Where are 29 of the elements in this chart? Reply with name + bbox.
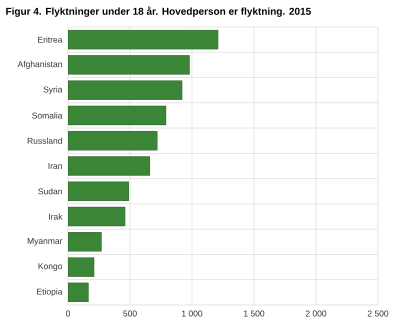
y-tick-label: Eritrea [38,36,62,43]
x-tick-label: 1 500 [244,310,264,317]
bar [68,55,190,75]
y-tick-label: Etiopia [37,288,62,296]
y-tick-label: Syria [43,86,62,94]
y-tick-label: Somalia [32,112,62,119]
x-tick-label: 2 500 [368,310,388,317]
y-tick-label: Myanmar [28,238,62,246]
y-tick-label: Irak [49,213,62,220]
bar [68,206,126,226]
bar [68,182,129,201]
bar [68,80,182,100]
bar [68,282,89,302]
bar [68,156,150,176]
bar [68,232,102,252]
y-tick-label: Kongo [38,263,62,271]
bar [68,257,94,277]
chart-title: Figur 4. Flyktninger under 18 år. Hovedperson er flyktning. 2015 [6,6,311,17]
y-tick-label: Sudan [38,188,62,194]
y-tick-label: Afghanistan [18,60,62,69]
x-tick-label: 1 000 [182,310,202,317]
bar [68,106,166,126]
bar [68,131,158,150]
x-tick-label: 500 [123,310,137,317]
y-tick-label: Russland [28,138,62,144]
bar [68,30,218,50]
x-tick-label: 0 [66,310,70,317]
x-tick-label: 2 000 [306,310,326,317]
y-tick-label: Iran [48,163,62,169]
